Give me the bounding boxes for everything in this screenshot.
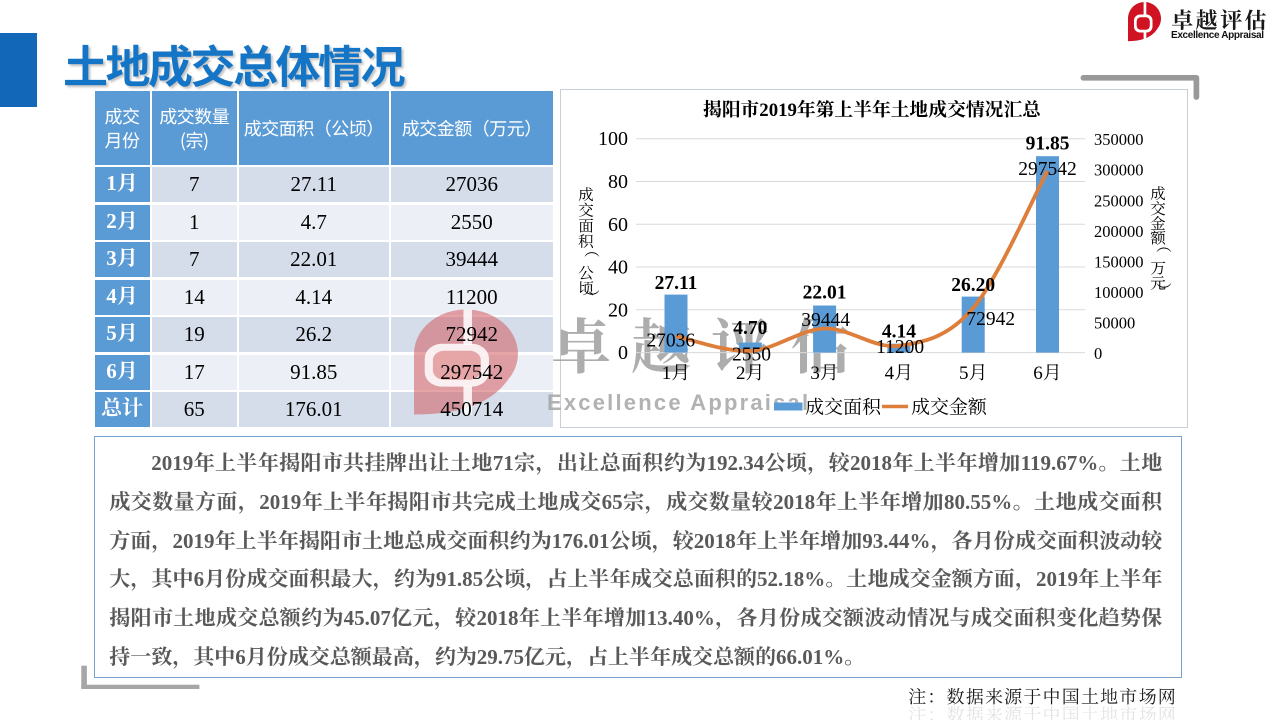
svg-text:4.14: 4.14 bbox=[882, 322, 916, 343]
svg-text:顷: 顷 bbox=[578, 281, 594, 298]
svg-text:22.01: 22.01 bbox=[803, 283, 847, 304]
svg-text:20: 20 bbox=[608, 299, 628, 321]
svg-text:60: 60 bbox=[608, 214, 628, 236]
svg-text:3月: 3月 bbox=[810, 363, 839, 384]
svg-text:2月: 2月 bbox=[736, 363, 765, 384]
svg-text:40: 40 bbox=[608, 257, 628, 279]
svg-text:成交面积: 成交面积 bbox=[805, 398, 881, 419]
svg-text:（: （ bbox=[582, 242, 600, 258]
svg-text:万: 万 bbox=[1150, 261, 1166, 278]
svg-text:297542: 297542 bbox=[1018, 159, 1077, 180]
svg-text:成: 成 bbox=[578, 187, 594, 204]
svg-text:额: 额 bbox=[1150, 230, 1166, 248]
svg-text:0: 0 bbox=[618, 342, 628, 364]
svg-text:公: 公 bbox=[578, 266, 594, 283]
svg-text:27036: 27036 bbox=[646, 331, 695, 352]
svg-text:100000: 100000 bbox=[1094, 283, 1144, 302]
svg-text:150000: 150000 bbox=[1094, 252, 1144, 271]
svg-text:4月: 4月 bbox=[885, 363, 914, 384]
svg-text:成: 成 bbox=[1150, 186, 1166, 203]
svg-text:350000: 350000 bbox=[1094, 130, 1144, 149]
svg-text:200000: 200000 bbox=[1094, 222, 1144, 241]
svg-text:11200: 11200 bbox=[876, 337, 924, 358]
svg-text:1月: 1月 bbox=[662, 363, 691, 384]
svg-text:元: 元 bbox=[1150, 275, 1166, 292]
svg-text:100: 100 bbox=[598, 128, 628, 150]
svg-text:72942: 72942 bbox=[966, 309, 1015, 330]
svg-text:300000: 300000 bbox=[1094, 161, 1144, 180]
svg-text:成交金额: 成交金额 bbox=[911, 397, 987, 419]
svg-text:交: 交 bbox=[578, 202, 594, 220]
svg-text:250000: 250000 bbox=[1094, 191, 1144, 210]
svg-text:0: 0 bbox=[1094, 344, 1102, 363]
svg-text:4.70: 4.70 bbox=[733, 318, 767, 339]
svg-text:5月: 5月 bbox=[959, 363, 988, 384]
svg-text:）: ） bbox=[1154, 282, 1172, 298]
svg-text:91.85: 91.85 bbox=[1026, 134, 1070, 155]
svg-text:金: 金 bbox=[1150, 215, 1166, 233]
svg-text:（: （ bbox=[1154, 238, 1172, 254]
svg-text:）: ） bbox=[582, 289, 600, 305]
svg-text:揭阳市2019年第上半年土地成交情况汇总: 揭阳市2019年第上半年土地成交情况汇总 bbox=[703, 99, 1041, 121]
svg-text:80: 80 bbox=[608, 171, 628, 193]
svg-text:27.11: 27.11 bbox=[655, 273, 698, 294]
svg-text:26.20: 26.20 bbox=[951, 275, 995, 296]
svg-text:交: 交 bbox=[1150, 200, 1166, 218]
svg-text:2550: 2550 bbox=[732, 345, 771, 366]
svg-text:积: 积 bbox=[578, 233, 594, 251]
svg-text:6月: 6月 bbox=[1033, 363, 1062, 384]
svg-text:39444: 39444 bbox=[801, 310, 850, 331]
svg-text:Excellence Appraisal: Excellence Appraisal bbox=[547, 390, 810, 415]
svg-text:50000: 50000 bbox=[1094, 314, 1135, 333]
svg-text:面: 面 bbox=[578, 218, 594, 235]
